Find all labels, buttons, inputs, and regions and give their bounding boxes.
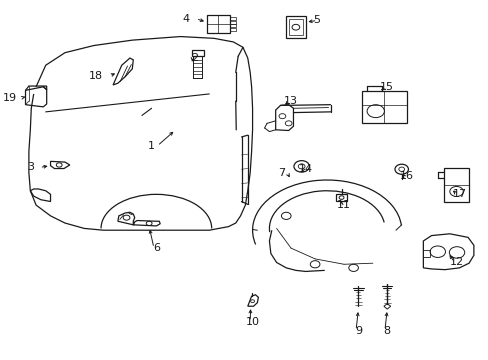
Text: 13: 13 xyxy=(284,96,298,106)
Text: 1: 1 xyxy=(148,141,155,151)
Text: 4: 4 xyxy=(183,14,190,24)
Text: 10: 10 xyxy=(245,317,259,327)
Text: 11: 11 xyxy=(336,200,350,210)
Text: 14: 14 xyxy=(298,164,312,174)
Text: 8: 8 xyxy=(383,325,390,336)
Text: 7: 7 xyxy=(277,168,285,178)
Text: 18: 18 xyxy=(89,71,103,81)
Text: 5: 5 xyxy=(312,15,319,26)
Text: 6: 6 xyxy=(153,243,160,253)
Text: 9: 9 xyxy=(354,325,361,336)
Text: 19: 19 xyxy=(3,93,17,103)
Text: 16: 16 xyxy=(399,171,413,181)
Text: 2: 2 xyxy=(191,53,198,63)
Text: 15: 15 xyxy=(380,82,393,92)
Text: 12: 12 xyxy=(449,257,463,267)
Text: 3: 3 xyxy=(27,162,34,172)
Text: 17: 17 xyxy=(451,189,466,199)
